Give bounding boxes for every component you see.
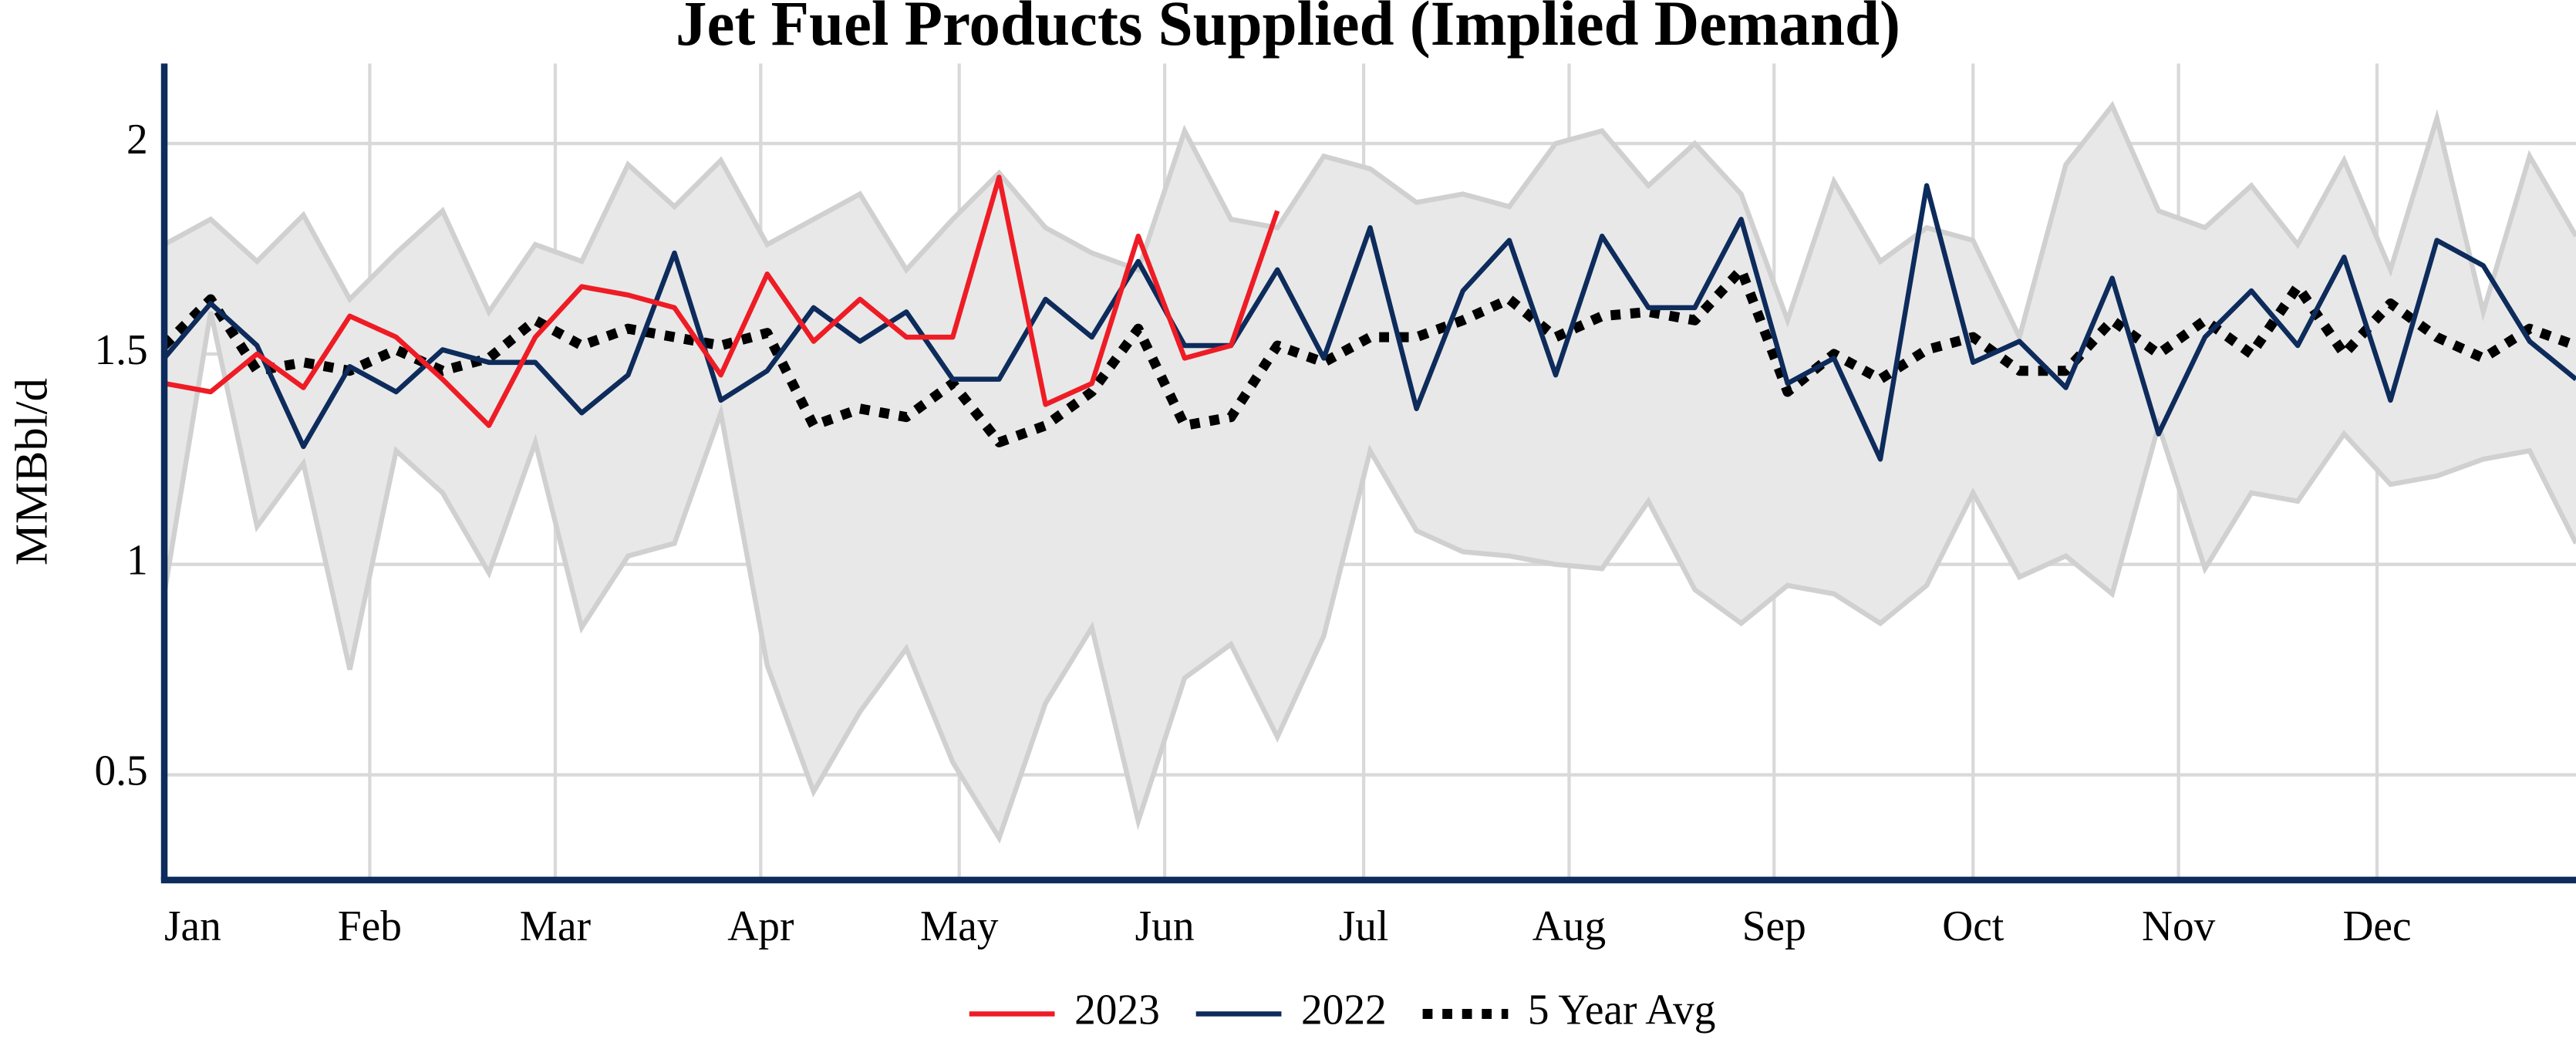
x-tick-label: Nov [2142, 902, 2215, 950]
x-tick-label: Feb [338, 902, 402, 950]
chart-title: Jet Fuel Products Supplied (Implied Dema… [676, 0, 1900, 59]
x-tick-label: Jan [164, 902, 221, 950]
x-tick-label: May [920, 902, 999, 950]
y-tick-label: 1.5 [95, 325, 148, 374]
legend-label: 5 Year Avg [1528, 986, 1716, 1034]
x-tick-label: Jul [1339, 902, 1389, 950]
legend-label: 2022 [1301, 986, 1387, 1034]
series-line [162, 183, 2576, 462]
series-line [164, 174, 1280, 428]
x-tick-label: Jun [1135, 902, 1195, 950]
x-tick-label: Aug [1532, 902, 1606, 950]
y-tick-label: 0.5 [95, 747, 148, 795]
x-tick-label: Apr [727, 902, 794, 950]
range-edge [163, 100, 2576, 345]
y-tick-label: 1 [126, 536, 148, 585]
range-edge [161, 311, 2576, 844]
x-tick-label: Sep [1742, 902, 1806, 950]
x-tick-label: Dec [2342, 902, 2411, 950]
legend-label: 2023 [1074, 986, 1160, 1034]
y-tick-label: 2 [126, 116, 148, 164]
x-tick-label: Oct [1942, 902, 2004, 950]
y-axis-label: MMBbl/d [6, 378, 57, 565]
x-tick-label: Mar [520, 902, 592, 950]
